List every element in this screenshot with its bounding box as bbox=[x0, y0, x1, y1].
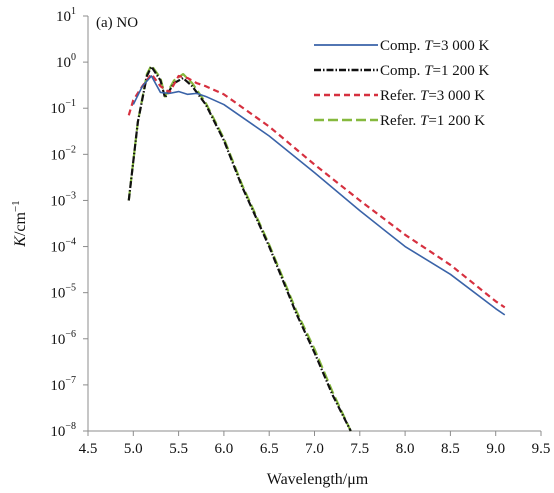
legend-label-prefix: Refer. bbox=[380, 88, 420, 104]
legend-label-prefix: Refer. bbox=[380, 113, 420, 129]
y-axis-title-unit: /cm bbox=[12, 211, 29, 236]
y-tick-base: 10 bbox=[56, 55, 71, 71]
series-line bbox=[132, 75, 506, 316]
series-line bbox=[127, 65, 352, 432]
y-tick-base: 10 bbox=[50, 193, 65, 209]
x-tick-label: 7.5 bbox=[350, 441, 369, 457]
y-tick-label: 101 bbox=[56, 6, 76, 25]
x-tick-label: 9.5 bbox=[532, 441, 551, 457]
legend-label-prefix: Comp. bbox=[380, 38, 424, 54]
y-tick-exponent: 0 bbox=[71, 52, 76, 63]
x-tick-label: 5.5 bbox=[169, 441, 188, 457]
legend-label: Refer. T=3 000 K bbox=[380, 88, 485, 104]
x-axis-ticks: 4.5 5.0 5.5 6.0 6.5 7.0 7.5 8.0 8.5 9.0 9.5 bbox=[79, 431, 551, 457]
x-tick-label: 6.0 bbox=[215, 441, 234, 457]
y-tick-label: 10−4 bbox=[50, 237, 76, 256]
y-tick-base: 10 bbox=[50, 424, 65, 440]
y-tick-label: 10−6 bbox=[50, 329, 76, 348]
x-tick-label: 9.0 bbox=[486, 441, 505, 457]
y-axis-title: K/cm−1 bbox=[10, 200, 29, 247]
y-tick-exponent: −2 bbox=[65, 144, 76, 155]
y-tick-exponent: −4 bbox=[65, 237, 76, 248]
y-tick-exponent: 1 bbox=[71, 6, 76, 17]
legend-label: Comp. T=3 000 K bbox=[380, 38, 489, 54]
y-tick-exponent: −5 bbox=[65, 283, 76, 294]
legend-label: Comp. T=1 200 K bbox=[380, 63, 489, 79]
y-tick-label: 10−3 bbox=[50, 190, 76, 209]
x-tick-label: 5.0 bbox=[124, 441, 143, 457]
series-group bbox=[127, 64, 506, 432]
y-tick-exponent: −3 bbox=[65, 190, 76, 201]
y-tick-label: 10−8 bbox=[50, 421, 76, 440]
legend-label-suffix: =3 000 K bbox=[428, 88, 485, 104]
legend-label-prefix: Comp. bbox=[380, 63, 424, 79]
legend-label-suffix: =1 200 K bbox=[433, 63, 490, 79]
y-tick-exponent: −8 bbox=[65, 421, 76, 432]
y-tick-base: 10 bbox=[50, 378, 65, 394]
y-tick-label: 10−1 bbox=[50, 98, 76, 117]
legend-label-suffix: =3 000 K bbox=[433, 38, 490, 54]
y-tick-base: 10 bbox=[50, 286, 65, 302]
legend-label-var: T bbox=[420, 113, 430, 129]
legend-label-var: T bbox=[420, 88, 430, 104]
x-tick-label: 8.0 bbox=[396, 441, 415, 457]
legend-label: Refer. T=1 200 K bbox=[380, 113, 485, 129]
y-tick-label: 100 bbox=[56, 52, 76, 71]
x-tick-label: 7.0 bbox=[305, 441, 324, 457]
y-tick-base: 10 bbox=[50, 332, 65, 348]
y-axis-title-exp: −1 bbox=[10, 200, 22, 212]
x-tick-label: 4.5 bbox=[79, 441, 98, 457]
legend-label-var: T bbox=[424, 63, 434, 79]
panel-label: (a) NO bbox=[96, 15, 138, 31]
y-axis-title-var: K bbox=[12, 235, 29, 248]
y-tick-label: 10−7 bbox=[50, 375, 76, 394]
y-tick-label: 10−2 bbox=[50, 144, 76, 163]
x-axis-title: Wavelength/μm bbox=[267, 471, 369, 488]
y-tick-exponent: −7 bbox=[65, 375, 76, 386]
legend-label-suffix: =1 200 K bbox=[428, 113, 485, 129]
y-tick-exponent: −6 bbox=[65, 329, 76, 340]
x-tick-label: 8.5 bbox=[441, 441, 460, 457]
y-tick-base: 10 bbox=[56, 9, 71, 25]
y-tick-base: 10 bbox=[50, 147, 65, 163]
y-tick-exponent: −1 bbox=[65, 98, 76, 109]
y-tick-label: 10−5 bbox=[50, 283, 76, 302]
legend-label-var: T bbox=[424, 38, 434, 54]
x-tick-label: 6.5 bbox=[260, 441, 279, 457]
y-tick-base: 10 bbox=[50, 240, 65, 256]
series-line bbox=[127, 72, 506, 309]
y-tick-base: 10 bbox=[50, 101, 65, 117]
